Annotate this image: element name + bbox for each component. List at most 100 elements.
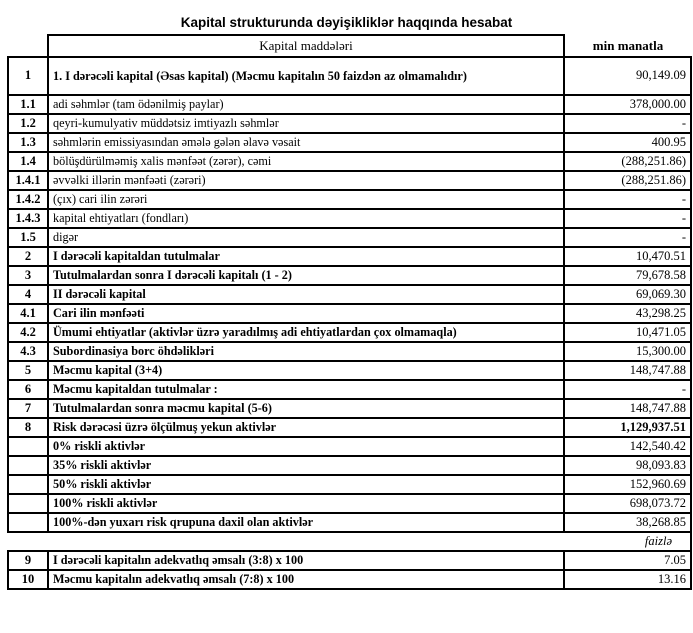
row-value-cell: - bbox=[563, 379, 692, 400]
row-number-cell: 1.4.2 bbox=[7, 189, 49, 210]
table-row: 0% riskli aktivlər 142,540.42 bbox=[7, 436, 692, 457]
table-header-row: Kapital maddələri min manatla bbox=[8, 34, 691, 58]
row-label-cell: Tutulmalardan sonra məcmu kapital (5-6) bbox=[47, 398, 565, 419]
row-label-cell: 0% riskli aktivlər bbox=[47, 436, 565, 457]
row-number-cell: 1 bbox=[7, 56, 49, 96]
row-value-cell: 1,129,937.51 bbox=[563, 417, 692, 438]
row-number-cell: 1.4.3 bbox=[7, 208, 49, 229]
header-items-label: Kapital maddələri bbox=[47, 34, 565, 58]
row-label-cell: (çıx) cari ilin zərəri bbox=[47, 189, 565, 210]
table-row: 1.5 digər - bbox=[7, 227, 692, 248]
row-label-cell: II dərəcəli kapital bbox=[47, 284, 565, 305]
row-label-cell: Subordinasiya borc öhdəlikləri bbox=[47, 341, 565, 362]
table-row: 8 Risk dərəcəsi üzrə ölçülmuş yekun aktiv… bbox=[7, 417, 692, 438]
row-number-cell: 3 bbox=[7, 265, 49, 286]
header-unit-label: min manatla bbox=[564, 35, 691, 58]
row-label-cell: səhmlərin emissiyasından əmələ gələn əla… bbox=[47, 132, 565, 153]
row-value-cell: 79,678.58 bbox=[563, 265, 692, 286]
row-label-cell: Cari ilin mənfəəti bbox=[47, 303, 565, 324]
row-number-cell: 6 bbox=[7, 379, 49, 400]
row-value-cell: 698,073.72 bbox=[563, 493, 692, 514]
row-value-cell: (288,251.86) bbox=[563, 151, 692, 172]
row-number-cell: 8 bbox=[7, 417, 49, 438]
row-number-cell: 4.1 bbox=[7, 303, 49, 324]
unit-label-faizle: faizlə bbox=[8, 531, 692, 552]
row-value-cell: 148,747.88 bbox=[563, 360, 692, 381]
row-label-cell: I dərəcəli kapitaldan tutulmalar bbox=[47, 246, 565, 267]
table-row: 5 Məcmu kapital (3+4) 148,747.88 bbox=[7, 360, 692, 381]
row-number-cell bbox=[7, 455, 49, 476]
table-row: 4.2 Ümumi ehtiyatlar (aktivlər üzrə yarad… bbox=[7, 322, 692, 343]
row-value-cell: 38,268.85 bbox=[563, 512, 692, 533]
row-value-cell: 142,540.42 bbox=[563, 436, 692, 457]
row-number-cell: 2 bbox=[7, 246, 49, 267]
table-row: 1 1. I dərəcəli kapital (Əsas kapital) (M… bbox=[7, 56, 692, 96]
row-value-cell: - bbox=[563, 113, 692, 134]
row-number-cell: 4.3 bbox=[7, 341, 49, 362]
row-value-cell: - bbox=[563, 227, 692, 248]
row-value-cell: - bbox=[563, 208, 692, 229]
row-value-cell: 90,149.09 bbox=[563, 56, 692, 96]
table-row: 1.4.3 kapital ehtiyatları (fondları) - bbox=[7, 208, 692, 229]
unit-row: faizlə bbox=[8, 531, 692, 552]
table-body: 1 1. I dərəcəli kapital (Əsas kapital) (M… bbox=[7, 56, 692, 590]
table-row: 6 Məcmu kapitaldan tutulmalar :- bbox=[7, 379, 692, 400]
row-number-cell: 1.4.1 bbox=[7, 170, 49, 191]
table-row: 4.3 Subordinasiya borc öhdəlikləri 15,300.… bbox=[7, 341, 692, 362]
row-number-cell: 4 bbox=[7, 284, 49, 305]
table-row: 10 Məcmu kapitalın adekvatlıq əmsalı (7:8… bbox=[7, 569, 692, 590]
page-title: Kapital strukturunda dəyişikliklər haqqı… bbox=[180, 15, 513, 30]
row-value-cell: 98,093.83 bbox=[563, 455, 692, 476]
table-row: 35% riskli aktivlər 98,093.83 bbox=[7, 455, 692, 476]
capital-structure-table: Kapital maddələri min manatla 1 1. I dərə… bbox=[7, 34, 692, 590]
table-row: 100% riskli aktivlər 698,073.72 bbox=[7, 493, 692, 514]
row-label-cell: Ümumi ehtiyatlar (aktivlər üzrə yaradılm… bbox=[47, 322, 565, 343]
row-label-cell: 35% riskli aktivlər bbox=[47, 455, 565, 476]
row-number-cell: 1.1 bbox=[7, 94, 49, 115]
row-number-cell: 10 bbox=[7, 569, 49, 590]
row-label-cell: adi səhmlər (tam ödənilmiş paylar) bbox=[47, 94, 565, 115]
table-row: 1.2 qeyri-kumulyativ müddətsiz imtiyazlı … bbox=[7, 113, 692, 134]
row-label-cell: Tutulmalardan sonra I dərəcəli kapitalı … bbox=[47, 265, 565, 286]
row-label-cell: qeyri-kumulyativ müddətsiz imtiyazlı səh… bbox=[47, 113, 565, 134]
table-row: 1.1 adi səhmlər (tam ödənilmiş paylar) 378… bbox=[7, 94, 692, 115]
row-value-cell: - bbox=[563, 189, 692, 210]
header-empty-cell bbox=[8, 35, 48, 57]
table-row: 4 II dərəcəli kapital 69,069.30 bbox=[7, 284, 692, 305]
row-label-cell: kapital ehtiyatları (fondları) bbox=[47, 208, 565, 229]
table-row: 50% riskli aktivlər 152,960.69 bbox=[7, 474, 692, 495]
table-row: 4.1 Cari ilin mənfəəti 43,298.25 bbox=[7, 303, 692, 324]
row-label-cell: I dərəcəli kapitalın adekvatlıq əmsalı (… bbox=[47, 550, 565, 571]
table-row: 100%-dən yuxarı risk qrupuna daxil olan … bbox=[7, 512, 692, 533]
table-row: 3 Tutulmalardan sonra I dərəcəli kapitalı… bbox=[7, 265, 692, 286]
row-number-cell: 9 bbox=[7, 550, 49, 571]
row-value-cell: 10,471.05 bbox=[563, 322, 692, 343]
row-number-cell: 7 bbox=[7, 398, 49, 419]
row-number-cell bbox=[7, 474, 49, 495]
row-number-cell: 1.5 bbox=[7, 227, 49, 248]
row-number-cell: 4.2 bbox=[7, 322, 49, 343]
row-label-cell: 100%-dən yuxarı risk qrupuna daxil olan … bbox=[47, 512, 565, 533]
row-value-cell: 13.16 bbox=[563, 569, 692, 590]
report-page: Kapital strukturunda dəyişikliklər haqqı… bbox=[0, 15, 693, 590]
row-label-cell: əvvəlki illərin mənfəəti (zərəri) bbox=[47, 170, 565, 191]
row-number-cell bbox=[7, 493, 49, 514]
row-value-cell: 378,000.00 bbox=[563, 94, 692, 115]
table-row: 7 Tutulmalardan sonra məcmu kapital (5-6)… bbox=[7, 398, 692, 419]
row-number-cell bbox=[7, 512, 49, 533]
row-label-cell: 1. I dərəcəli kapital (Əsas kapital) (Mə… bbox=[47, 56, 565, 96]
row-value-cell: 148,747.88 bbox=[563, 398, 692, 419]
row-number-cell: 1.4 bbox=[7, 151, 49, 172]
row-value-cell: 152,960.69 bbox=[563, 474, 692, 495]
row-number-cell: 1.2 bbox=[7, 113, 49, 134]
row-label-cell: 100% riskli aktivlər bbox=[47, 493, 565, 514]
row-value-cell: 7.05 bbox=[563, 550, 692, 571]
row-value-cell: 43,298.25 bbox=[563, 303, 692, 324]
row-value-cell: 400.95 bbox=[563, 132, 692, 153]
row-label-cell: Məcmu kapital (3+4) bbox=[47, 360, 565, 381]
table-row: 1.4.1 əvvəlki illərin mənfəəti (zərəri) (2… bbox=[7, 170, 692, 191]
row-value-cell: 10,470.51 bbox=[563, 246, 692, 267]
row-value-cell: 69,069.30 bbox=[563, 284, 692, 305]
